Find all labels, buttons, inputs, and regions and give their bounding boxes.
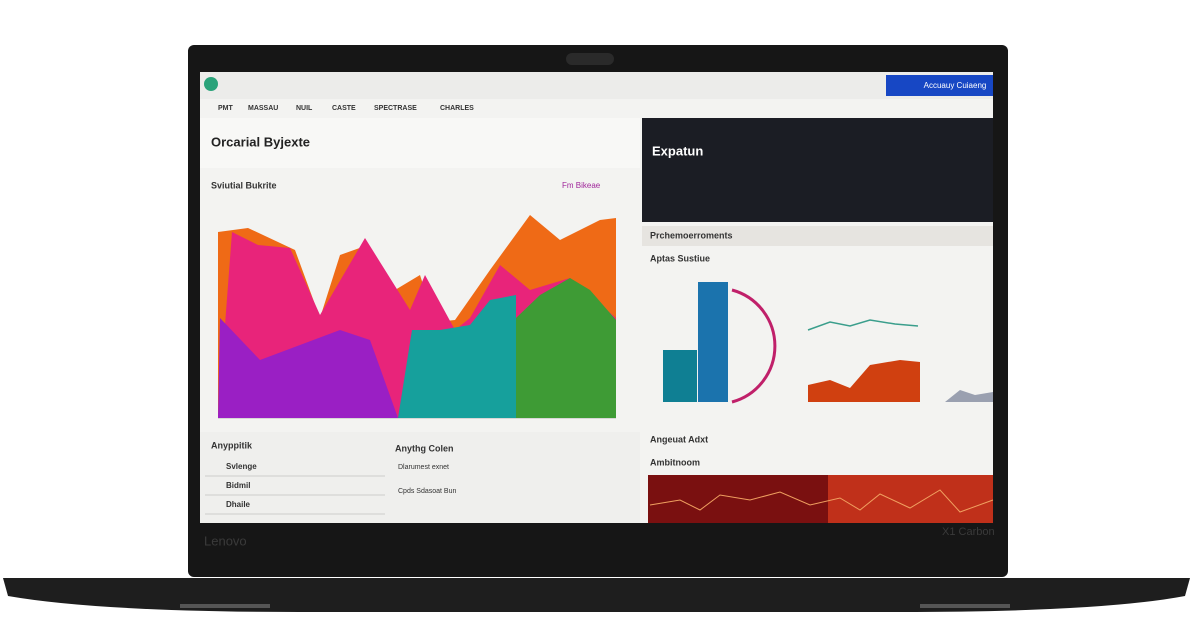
panel-header — [642, 226, 993, 246]
main-title: Orcarial Byjexte — [211, 134, 310, 149]
action-button[interactable] — [886, 75, 993, 96]
list-area — [200, 432, 640, 523]
list-item: Cpds Sdasoat Bun — [398, 488, 456, 495]
legend: Fm Bikeae — [562, 181, 601, 190]
foot — [180, 604, 270, 608]
tab[interactable]: CHARLES — [440, 105, 474, 112]
area — [516, 278, 616, 418]
nav-bar — [200, 72, 993, 99]
model: X1 Carbon — [942, 526, 995, 538]
area — [945, 390, 993, 402]
area — [398, 295, 516, 418]
tab[interactable]: MASSAU — [248, 105, 278, 112]
area — [808, 360, 920, 402]
heatmap — [828, 475, 993, 523]
button-label[interactable]: Accuauy Cuiaeng — [924, 81, 987, 90]
bar — [698, 282, 728, 402]
panel-subtitle: Aptas Sustiue — [650, 253, 710, 263]
side-panel — [642, 118, 993, 222]
list-item: Dhaile — [226, 500, 251, 509]
main-header — [200, 118, 640, 168]
webcam — [566, 53, 614, 65]
arc — [731, 288, 777, 404]
trace — [649, 489, 994, 513]
bottom-subtitle: Ambitnoom — [650, 457, 700, 467]
chart-title: Sviutial Bukrite — [211, 180, 277, 190]
line — [807, 319, 919, 331]
panel-title: Prchemoerroments — [650, 230, 733, 240]
tab[interactable]: NUIL — [296, 105, 313, 112]
logo — [204, 77, 218, 91]
mini-charts — [663, 282, 993, 404]
area-chart — [218, 215, 616, 419]
list-item: Dlarumest exnet — [398, 464, 449, 471]
tab[interactable]: PMT — [218, 105, 234, 112]
list-title: Anyppitik — [211, 440, 253, 450]
brand: Lenovo — [204, 533, 247, 548]
bottom-title: Angeuat Adxt — [650, 434, 708, 444]
tab[interactable]: CASTE — [332, 105, 356, 112]
bar — [663, 350, 697, 402]
area — [218, 318, 398, 418]
list-item: Svlenge — [226, 462, 257, 471]
list-title: Anythg Colen — [395, 443, 454, 453]
tab[interactable]: SPECTRASE — [374, 105, 417, 112]
foot — [920, 604, 1010, 608]
laptop-base — [3, 578, 1190, 612]
side-title: Expatun — [652, 143, 703, 158]
list-item: Bidmil — [226, 481, 250, 490]
